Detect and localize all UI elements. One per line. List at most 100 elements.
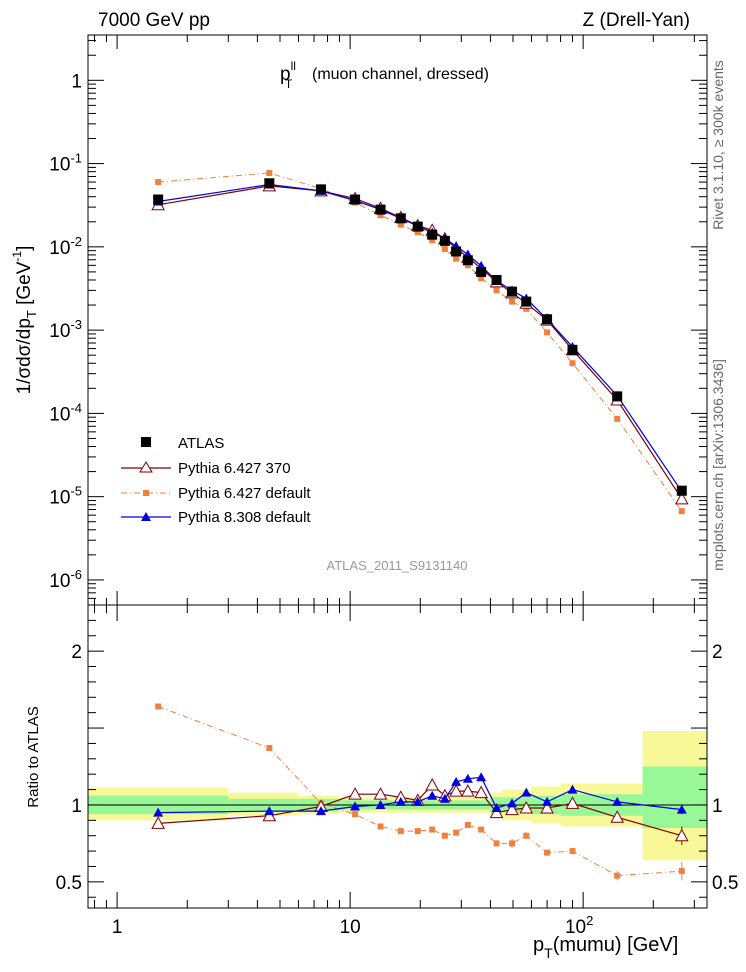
title-p: p bbox=[280, 64, 291, 85]
ratio-point-2 bbox=[153, 807, 164, 817]
legend-label-py6-default: Pythia 6.427 default bbox=[178, 485, 311, 502]
ratio-point-2 bbox=[427, 790, 438, 800]
ratio-point-1 bbox=[544, 849, 551, 856]
svg-text:pT(mumu) [GeV]: pT(mumu) [GeV] bbox=[533, 934, 678, 961]
main-point-0 bbox=[462, 255, 473, 266]
ratio-point-2 bbox=[567, 784, 578, 794]
main-title: pll T (muon channel, dressed) bbox=[280, 59, 489, 91]
main-point-1 bbox=[674, 491, 689, 505]
ratio-point-0 bbox=[674, 828, 689, 842]
main-point-0 bbox=[612, 391, 623, 402]
ratio-frame bbox=[87, 604, 708, 909]
ratio-point-0 bbox=[505, 802, 519, 816]
ratio-point-0 bbox=[489, 805, 504, 819]
legend-label-py6-370: Pythia 6.427 370 bbox=[178, 460, 291, 477]
main-point-2 bbox=[441, 246, 448, 253]
main-ytick-label: 10-1 bbox=[49, 151, 82, 176]
main-point-0 bbox=[542, 314, 553, 325]
ratio-point-1 bbox=[266, 745, 273, 752]
ratio-point-2 bbox=[264, 806, 275, 816]
ratio-point-2 bbox=[542, 796, 553, 806]
ratio-point-0 bbox=[474, 785, 489, 799]
analysis-id: ATLAS_2011_S9131140 bbox=[327, 558, 468, 573]
legend-marker-atlas bbox=[141, 437, 151, 447]
ratio-ytick-label-right: 1 bbox=[712, 796, 723, 817]
main-ytick-label: 1 bbox=[71, 71, 82, 92]
ratio-ytick-label-right: 0.5 bbox=[712, 873, 738, 894]
main-point-0 bbox=[451, 246, 462, 257]
ratio-point-1 bbox=[493, 840, 500, 847]
ratio-point-2 bbox=[521, 787, 532, 797]
main-point-2 bbox=[678, 508, 685, 515]
ratio-point-1 bbox=[397, 828, 404, 835]
main-ylabel: 1/σdσ/dpT [GeV-1] bbox=[10, 246, 39, 395]
main-axes: 10-6 10-5 10-4 10-3 10-2 10-1 1 bbox=[49, 35, 707, 606]
main-point-0 bbox=[264, 178, 275, 189]
ratio-xtick-label: 1 bbox=[112, 917, 123, 938]
ratio-point-0 bbox=[262, 808, 277, 822]
ratio-point-1 bbox=[569, 848, 576, 855]
main-point-2 bbox=[523, 305, 530, 312]
main-point-0 bbox=[412, 221, 423, 232]
main-ytick-label: 10-3 bbox=[49, 317, 82, 342]
main-ytick-label: 10-6 bbox=[49, 567, 82, 592]
ratio-point-0 bbox=[461, 784, 475, 797]
xlabel: pT(mumu) [GeV] bbox=[533, 934, 678, 961]
ratio-point-2 bbox=[506, 798, 517, 808]
legend-item-py6-default: Pythia 6.427 default bbox=[121, 485, 311, 502]
legend-marker-py6-370 bbox=[139, 461, 153, 473]
main-ytick-label: 10-2 bbox=[49, 234, 82, 259]
ratio-point-0 bbox=[610, 810, 625, 823]
ratio-point-1 bbox=[478, 826, 485, 833]
main-point-0 bbox=[506, 286, 517, 297]
ratio-ytick-label-right: 2 bbox=[712, 642, 723, 663]
ratio-point-0 bbox=[425, 777, 440, 791]
ratio-point-2 bbox=[395, 796, 406, 806]
ratio-point-2 bbox=[316, 806, 327, 816]
ratio-point-0 bbox=[519, 800, 534, 814]
main-point-2 bbox=[614, 415, 621, 422]
ratio-point-1 bbox=[464, 821, 471, 828]
ratio-axes: 0.5 0.5 1 1 2 2 1 10 102 bbox=[56, 605, 738, 938]
ratio-ytick-label: 1 bbox=[71, 796, 82, 817]
ratio-ytick-label: 0.5 bbox=[56, 873, 82, 894]
main-point-0 bbox=[476, 266, 487, 277]
main-point-2 bbox=[508, 298, 515, 305]
ratio-point-0 bbox=[449, 784, 463, 797]
main-point-2 bbox=[377, 212, 384, 219]
main-ytick-label: 10-5 bbox=[49, 484, 82, 509]
ratio-point-1 bbox=[377, 823, 384, 830]
ratio-point-1 bbox=[508, 840, 515, 847]
ratio-point-1 bbox=[614, 872, 621, 879]
ratio-point-2 bbox=[491, 803, 502, 813]
ratio-point-0 bbox=[348, 787, 362, 800]
ratio-ylabel: Ratio to ATLAS bbox=[25, 706, 42, 807]
main-point-0 bbox=[676, 485, 687, 496]
band-inner bbox=[642, 766, 707, 829]
ratio-point-2 bbox=[612, 796, 623, 806]
title-sup: ll bbox=[291, 59, 296, 73]
main-point-2 bbox=[414, 229, 421, 236]
ratio-point-2 bbox=[375, 799, 386, 809]
ratio-point-1 bbox=[678, 868, 685, 875]
main-point-0 bbox=[375, 204, 386, 215]
legend-item-py6-370: Pythia 6.427 370 bbox=[121, 460, 291, 477]
main-point-0 bbox=[491, 274, 502, 285]
header-left: 7000 GeV pp bbox=[98, 10, 210, 31]
ratio-point-0 bbox=[565, 796, 580, 809]
ratio-point-1 bbox=[453, 829, 460, 836]
ratio-point-2 bbox=[476, 772, 487, 782]
legend-label-py8: Pythia 8.308 default bbox=[178, 509, 311, 526]
title-rest: (muon channel, dressed) bbox=[312, 66, 489, 83]
main-point-0 bbox=[153, 194, 164, 205]
main-point-2 bbox=[155, 179, 162, 186]
ratio-point-2 bbox=[412, 796, 423, 806]
legend-item-py8: Pythia 8.308 default bbox=[121, 509, 311, 526]
main-point-0 bbox=[521, 296, 532, 307]
legend-marker-py6-default bbox=[143, 490, 149, 496]
svg-text:1/σdσ/dpT [GeV-1]: 1/σdσ/dpT [GeV-1] bbox=[10, 246, 39, 395]
ratio-uncertainty-bands bbox=[88, 731, 707, 861]
main-point-0 bbox=[427, 229, 438, 240]
ratio-xtick-label: 102 bbox=[565, 913, 593, 938]
